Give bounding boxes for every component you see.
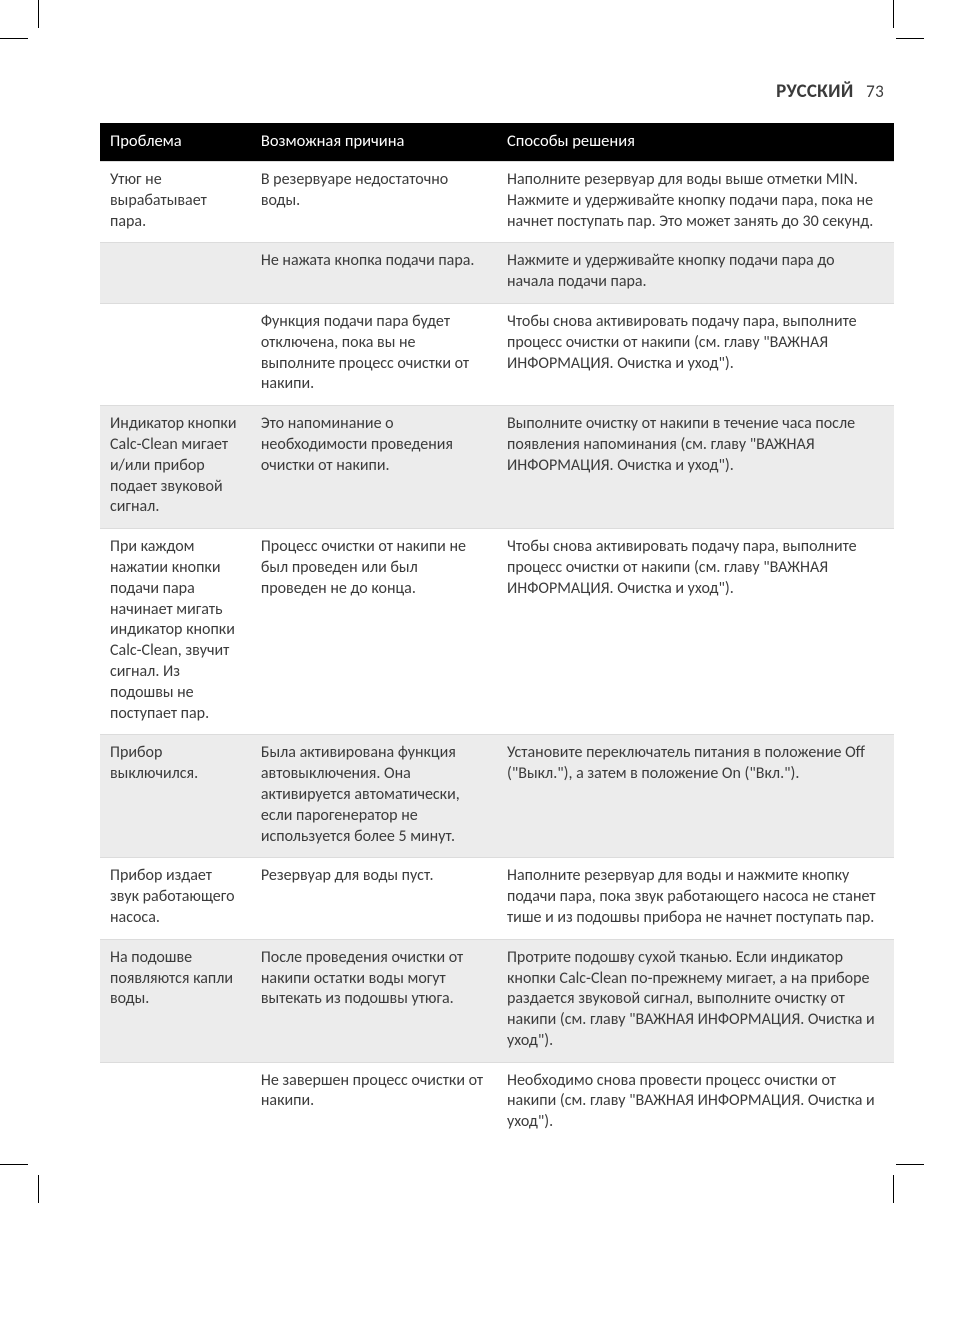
cell-cause: Это напоминание о необходимости проведен…: [251, 406, 497, 529]
cell-cause: Не завершен процесс очистки от накипи.: [251, 1062, 497, 1143]
table-row: Утюг не вырабатывает пара.В резервуаре н…: [100, 162, 894, 243]
col-header-problem: Проблема: [100, 123, 251, 162]
cell-cause: Не нажата кнопка подачи пара.: [251, 243, 497, 304]
table-row: Прибор выключился.Была активирована функ…: [100, 735, 894, 858]
cell-solution: Установите переключатель питания в полож…: [497, 735, 894, 858]
cell-problem: Индикатор кнопки Calc-Clean мигает и/или…: [100, 406, 251, 529]
crop-mark: [0, 38, 28, 39]
cell-solution: Выполните очистку от накипи в течение ча…: [497, 406, 894, 529]
cell-cause: Функция подачи пара будет отключена, пок…: [251, 303, 497, 405]
table-row: При каждом нажатии кнопки подачи пара на…: [100, 529, 894, 735]
table-header-row: Проблема Возможная причина Способы решен…: [100, 123, 894, 162]
crop-mark: [893, 1175, 894, 1203]
cell-problem: Прибор выключился.: [100, 735, 251, 858]
cell-cause: Процесс очистки от накипи не был проведе…: [251, 529, 497, 735]
cell-cause: Была активирована функция автовыключения…: [251, 735, 497, 858]
cell-solution: Наполните резервуар для воды выше отметк…: [497, 162, 894, 243]
header-page-number: 73: [866, 81, 884, 102]
cell-problem: Прибор издает звук работающего насоса.: [100, 858, 251, 939]
crop-mark: [38, 1175, 39, 1203]
cell-solution: Чтобы снова активировать подачу пара, вы…: [497, 303, 894, 405]
table-row: Индикатор кнопки Calc-Clean мигает и/или…: [100, 406, 894, 529]
crop-mark: [0, 1164, 28, 1165]
table-row: Не завершен процесс очистки от накипи.Не…: [100, 1062, 894, 1143]
table-row: Не нажата кнопка подачи пара.Нажмите и у…: [100, 243, 894, 304]
cell-problem: На подошве появляются капли воды.: [100, 939, 251, 1062]
cell-problem: [100, 1062, 251, 1143]
cell-problem: [100, 303, 251, 405]
table-row: На подошве появляются капли воды.После п…: [100, 939, 894, 1062]
header-language: РУССКИЙ: [776, 80, 853, 103]
crop-mark: [896, 38, 924, 39]
cell-solution: Нажмите и удерживайте кнопку подачи пара…: [497, 243, 894, 304]
table-body: Утюг не вырабатывает пара.В резервуаре н…: [100, 162, 894, 1144]
cell-solution: Наполните резервуар для воды и нажмите к…: [497, 858, 894, 939]
cell-cause: Резервуар для воды пуст.: [251, 858, 497, 939]
troubleshooting-table: Проблема Возможная причина Способы решен…: [100, 123, 894, 1143]
page-header: РУССКИЙ 73: [100, 80, 894, 103]
cell-problem: При каждом нажатии кнопки подачи пара на…: [100, 529, 251, 735]
crop-mark: [896, 1164, 924, 1165]
cell-problem: [100, 243, 251, 304]
cell-solution: Чтобы снова активировать подачу пара, вы…: [497, 529, 894, 735]
cell-problem: Утюг не вырабатывает пара.: [100, 162, 251, 243]
table-row: Прибор издает звук работающего насоса.Ре…: [100, 858, 894, 939]
cell-cause: В резервуаре недостаточно воды.: [251, 162, 497, 243]
crop-mark: [38, 0, 39, 28]
col-header-solution: Способы решения: [497, 123, 894, 162]
crop-mark: [893, 0, 894, 28]
col-header-cause: Возможная причина: [251, 123, 497, 162]
cell-solution: Протрите подошву сухой тканью. Если инди…: [497, 939, 894, 1062]
document-page: РУССКИЙ 73 Проблема Возможная причина Сп…: [0, 0, 954, 1203]
cell-solution: Необходимо снова провести процесс очистк…: [497, 1062, 894, 1143]
table-row: Функция подачи пара будет отключена, пок…: [100, 303, 894, 405]
cell-cause: После проведения очистки от накипи остат…: [251, 939, 497, 1062]
